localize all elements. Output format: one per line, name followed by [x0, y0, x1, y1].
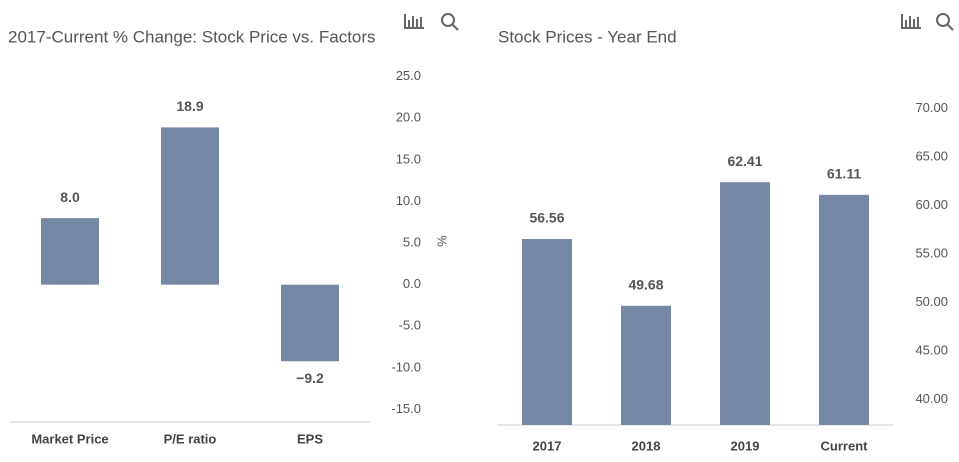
- y-tick-label: -5.0: [399, 318, 421, 333]
- data-label: 18.9: [176, 98, 203, 114]
- y-tick-label: -15.0: [391, 401, 421, 416]
- y-tick-label: 50.00: [915, 294, 948, 309]
- y-tick-label: 25.0: [396, 68, 421, 83]
- bar: [621, 305, 671, 425]
- y-tick-label: 60.00: [915, 197, 948, 212]
- chart-type-icon[interactable]: [901, 14, 921, 29]
- chart-title: Stock Prices - Year End: [498, 27, 677, 46]
- y-tick-label: 20.0: [396, 110, 421, 125]
- y-tick-label: 65.00: [915, 149, 948, 164]
- bar: [281, 284, 339, 362]
- y-tick-label: 10.0: [396, 193, 421, 208]
- data-label: 62.41: [727, 153, 762, 169]
- y-axis-label: %: [435, 235, 450, 247]
- x-tick-label: 2019: [731, 438, 760, 453]
- x-tick-label: 2017: [533, 438, 562, 453]
- y-tick-label: 40.00: [915, 391, 948, 406]
- y-tick-label: -10.0: [391, 359, 421, 374]
- x-tick-label: EPS: [297, 431, 323, 446]
- x-tick-label: Market Price: [31, 431, 108, 446]
- y-tick-label: 0.0: [403, 276, 421, 291]
- x-tick-label: 2018: [632, 438, 661, 453]
- y-tick-label: 70.00: [915, 100, 948, 115]
- chart-type-icon[interactable]: [404, 14, 424, 29]
- y-tick-label: 15.0: [396, 151, 421, 166]
- data-label: 56.56: [529, 210, 564, 226]
- search-icon[interactable]: [441, 13, 459, 31]
- chart-title: 2017-Current % Change: Stock Price vs. F…: [8, 27, 376, 46]
- y-tick-label: 45.00: [915, 343, 948, 358]
- bar: [41, 218, 99, 285]
- data-label: −9.2: [296, 370, 324, 386]
- bar: [720, 182, 770, 425]
- data-label: 8.0: [60, 189, 80, 205]
- y-tick-label: 55.00: [915, 246, 948, 261]
- x-tick-label: P/E ratio: [164, 431, 217, 446]
- data-label: 49.68: [628, 276, 663, 292]
- search-icon[interactable]: [936, 13, 954, 31]
- y-tick-label: 5.0: [403, 235, 421, 250]
- bar: [522, 239, 572, 425]
- bar: [161, 127, 219, 285]
- x-tick-label: Current: [821, 438, 869, 453]
- bar: [819, 194, 869, 425]
- data-label: 61.11: [827, 166, 861, 182]
